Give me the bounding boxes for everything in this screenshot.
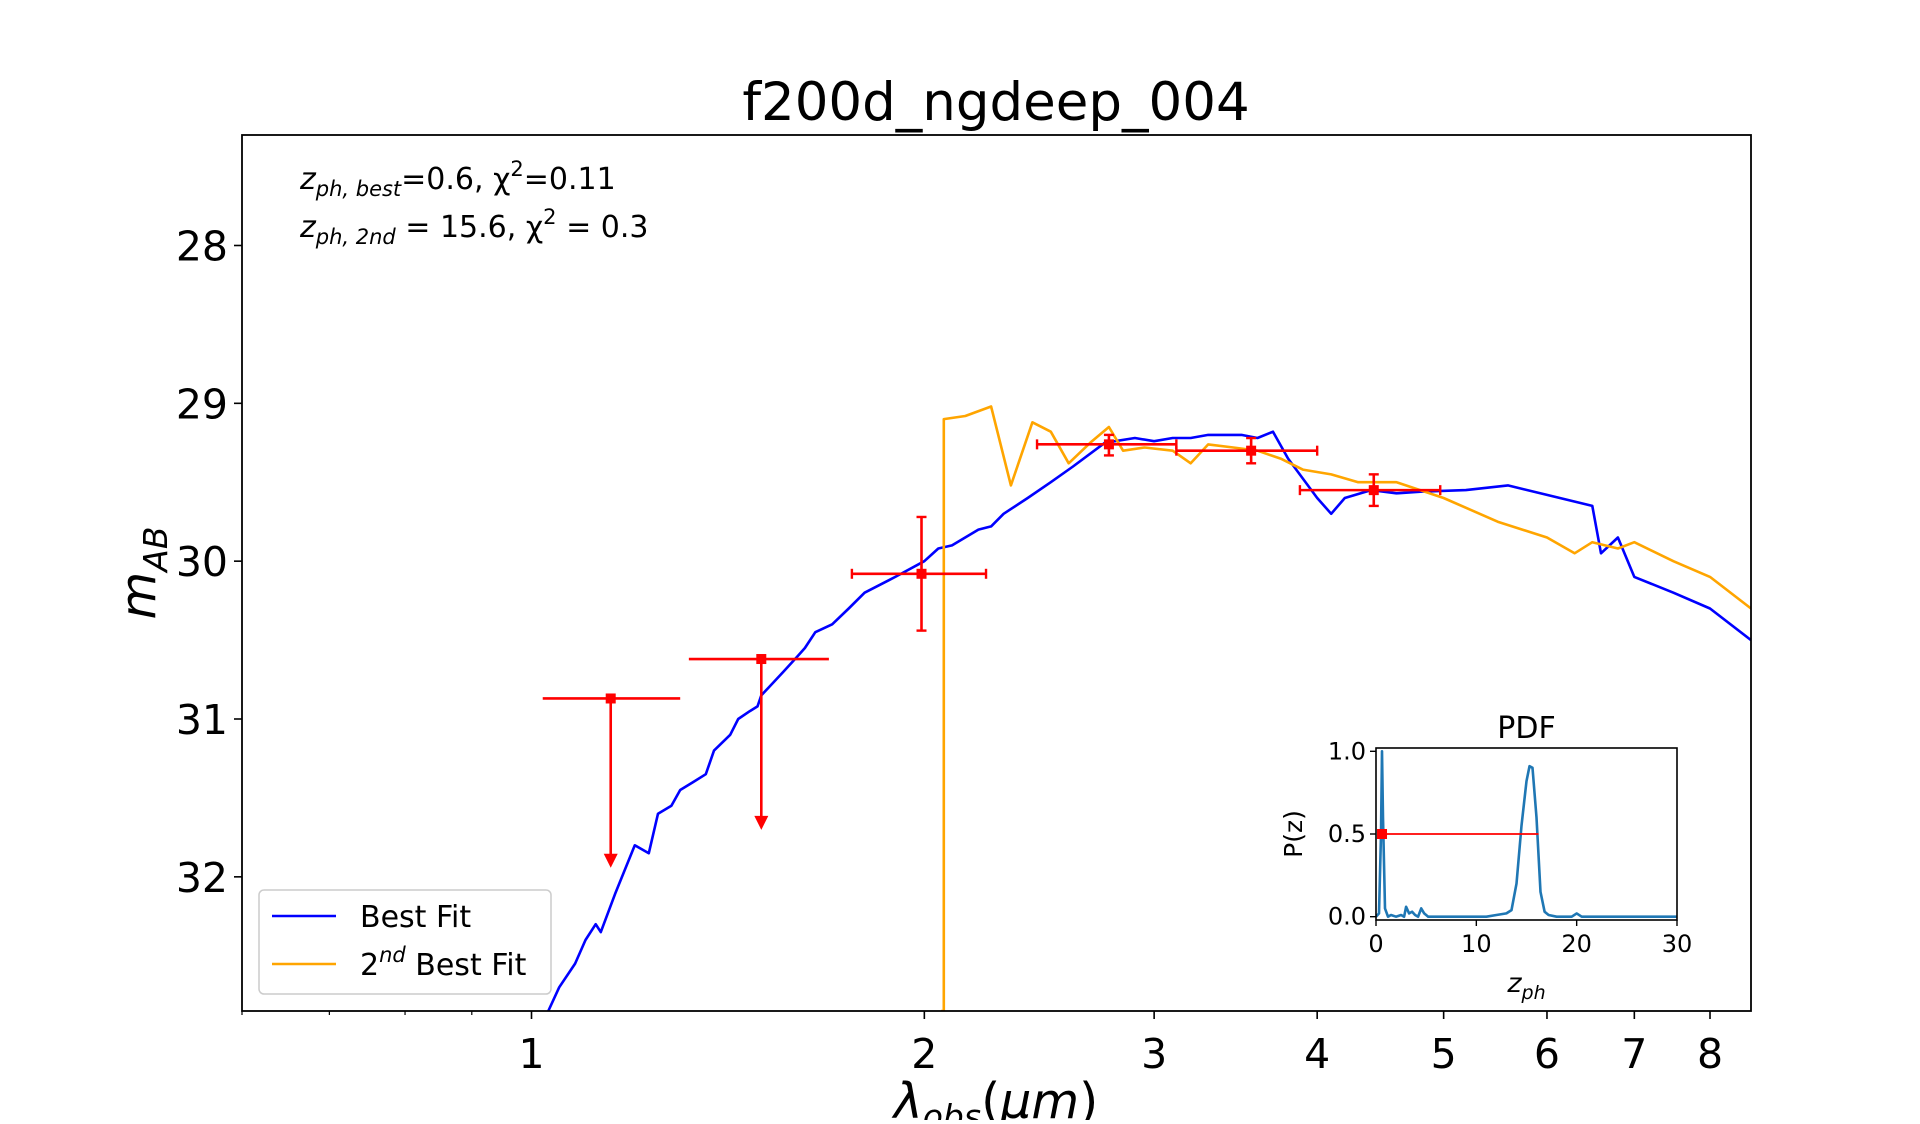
y-axis-label-base: m bbox=[110, 572, 167, 620]
inset-x-tick-label: 0 bbox=[1368, 930, 1383, 958]
inset-y-tick-label: 0.0 bbox=[1328, 903, 1366, 931]
x-tick-label: 1 bbox=[518, 1030, 544, 1078]
photometry-marker bbox=[1368, 485, 1379, 496]
inset-x-axis-label: zph bbox=[1506, 968, 1545, 1004]
photometry-marker bbox=[916, 568, 927, 579]
x-tick-label: 6 bbox=[1534, 1030, 1560, 1078]
main-axes: 28 29 30 31 32 1 2 3 4 5 6 7 8 bbox=[176, 134, 1752, 1078]
series-line-second-best-fit bbox=[941, 405, 1751, 1011]
photometry-point-0 bbox=[542, 693, 681, 868]
fit-annotation-1: zph, 2nd = 15.6, χ2 = 0.3 bbox=[299, 205, 648, 249]
y-axis-label-sub: AB bbox=[136, 527, 175, 574]
photometry-marker bbox=[1103, 439, 1114, 450]
x-tick-label: 3 bbox=[1141, 1030, 1167, 1078]
x-axis-label-unit: ( bbox=[981, 1073, 1000, 1120]
inset-plot-area bbox=[1376, 750, 1677, 918]
annotation-sup: 2 bbox=[543, 205, 556, 229]
photometry-point-4 bbox=[1175, 436, 1319, 465]
y-tick-label: 28 bbox=[176, 222, 228, 270]
legend-label: Best Fit bbox=[360, 900, 471, 935]
annotation-tail: = 0.3 bbox=[557, 210, 649, 245]
photometry-marker bbox=[756, 654, 767, 665]
model-lines bbox=[547, 405, 1751, 1011]
annotation-tail: =0.11 bbox=[524, 162, 616, 197]
inset-x-axis-label-sub: ph bbox=[1521, 982, 1546, 1004]
x-axis-label-close: ) bbox=[1079, 1073, 1098, 1120]
legend-label-main: 2 bbox=[360, 948, 379, 983]
inset-x-axis-label-base: z bbox=[1506, 968, 1522, 999]
legend-label: 2nd Best Fit bbox=[360, 943, 527, 983]
photometry-marker bbox=[605, 693, 616, 704]
photometry-point-2 bbox=[850, 515, 988, 632]
annotation-text: = 15.6, χ bbox=[396, 210, 543, 245]
y-axis-label: mAB bbox=[110, 527, 175, 620]
x-tick-label: 7 bbox=[1621, 1030, 1647, 1078]
photometry-marker bbox=[1246, 445, 1257, 456]
legend-label-sup: nd bbox=[379, 943, 406, 967]
inset-x-tick-label: 10 bbox=[1461, 930, 1492, 958]
x-tick-label: 2 bbox=[911, 1030, 937, 1078]
main-plot-frame bbox=[241, 134, 1752, 1012]
photometry-points bbox=[542, 433, 1442, 868]
photometry-point-5 bbox=[1298, 473, 1442, 508]
annotation-sub: ph, best bbox=[315, 177, 402, 201]
legend-label-main: Best Fit bbox=[360, 900, 471, 935]
x-axis-label-sub: obs bbox=[923, 1097, 981, 1120]
y-tick-label: 31 bbox=[176, 696, 228, 744]
inset-y-tick-label: 1.0 bbox=[1328, 737, 1366, 765]
series-line-best-fit bbox=[547, 430, 1751, 1011]
inset-y-axis-label: P(z) bbox=[1279, 810, 1308, 858]
x-axis-label: λobs(μm) bbox=[891, 1073, 1099, 1120]
y-tick-label: 32 bbox=[176, 854, 228, 902]
photometry-point-1 bbox=[688, 654, 829, 830]
upper-limit-arrow bbox=[754, 815, 769, 830]
inset-title: PDF bbox=[1497, 711, 1555, 746]
annotation-sub: ph, 2nd bbox=[315, 225, 397, 249]
annotation-text: =0.6, χ bbox=[401, 162, 510, 197]
pdf-inset: PDF 0.0 0.5 1.0 0 10 20 30 P(z) zph bbox=[1279, 711, 1692, 1004]
x-axis-label-mu: μm bbox=[999, 1073, 1079, 1120]
x-tick-label: 8 bbox=[1697, 1030, 1723, 1078]
inset-x-tick-label: 20 bbox=[1561, 930, 1592, 958]
legend-label-tail: Best Fit bbox=[406, 948, 527, 983]
annotation-base: z bbox=[299, 210, 317, 245]
x-tick-label: 5 bbox=[1431, 1030, 1457, 1078]
upper-limit-arrow bbox=[603, 853, 618, 868]
inset-y-tick-label: 0.5 bbox=[1328, 820, 1366, 848]
x-axis-label-lambda: λ bbox=[891, 1073, 923, 1120]
chart-title: f200d_ngdeep_004 bbox=[742, 72, 1249, 133]
x-tick-label: 4 bbox=[1304, 1030, 1330, 1078]
fit-annotation-0: zph, best=0.6, χ2=0.11 bbox=[299, 157, 616, 201]
photometry-point-3 bbox=[1035, 433, 1178, 457]
pdf-curve bbox=[1376, 750, 1677, 918]
annotation-base: z bbox=[299, 162, 317, 197]
annotation-sup: 2 bbox=[510, 157, 523, 181]
y-tick-label: 29 bbox=[176, 380, 228, 428]
inset-x-tick-label: 30 bbox=[1662, 930, 1693, 958]
y-tick-label: 30 bbox=[176, 538, 228, 586]
pdf-marker bbox=[1377, 829, 1388, 839]
